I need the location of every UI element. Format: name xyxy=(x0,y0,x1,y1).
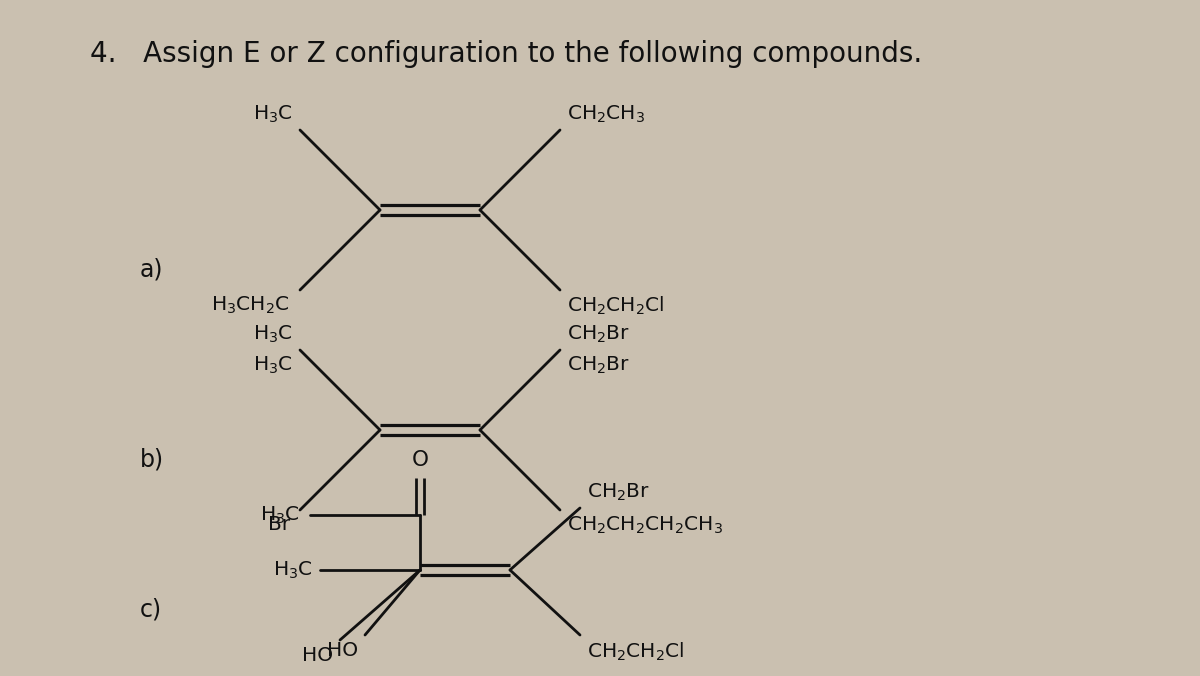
Text: b): b) xyxy=(140,448,164,472)
Text: CH$_2$CH$_2$Cl: CH$_2$CH$_2$Cl xyxy=(568,295,665,317)
Text: 4.   Assign E or Z configuration to the following compounds.: 4. Assign E or Z configuration to the fo… xyxy=(90,40,923,68)
Text: HO: HO xyxy=(326,641,358,660)
Text: CH$_2$Br: CH$_2$Br xyxy=(587,482,650,503)
Text: CH$_2$CH$_2$CH$_2$CH$_3$: CH$_2$CH$_2$CH$_2$CH$_3$ xyxy=(568,515,722,536)
Text: H$_3$C: H$_3$C xyxy=(260,504,300,526)
Text: a): a) xyxy=(140,258,163,282)
Text: H$_3$CH$_2$C: H$_3$CH$_2$C xyxy=(211,295,290,316)
Text: CH$_2$Br: CH$_2$Br xyxy=(568,355,630,377)
Text: Br: Br xyxy=(268,515,290,534)
Text: H$_3$C: H$_3$C xyxy=(253,103,293,125)
Text: H$_3$C: H$_3$C xyxy=(253,324,293,345)
Text: CH$_2$CH$_2$Cl: CH$_2$CH$_2$Cl xyxy=(587,641,684,663)
Text: H$_3$C: H$_3$C xyxy=(274,559,313,581)
Text: CH$_2$CH$_3$: CH$_2$CH$_3$ xyxy=(568,103,646,125)
Text: O: O xyxy=(412,450,428,470)
Text: H$_3$C: H$_3$C xyxy=(253,355,293,377)
Text: HO: HO xyxy=(302,646,334,665)
Text: c): c) xyxy=(140,598,162,622)
Text: CH$_2$Br: CH$_2$Br xyxy=(568,324,630,345)
